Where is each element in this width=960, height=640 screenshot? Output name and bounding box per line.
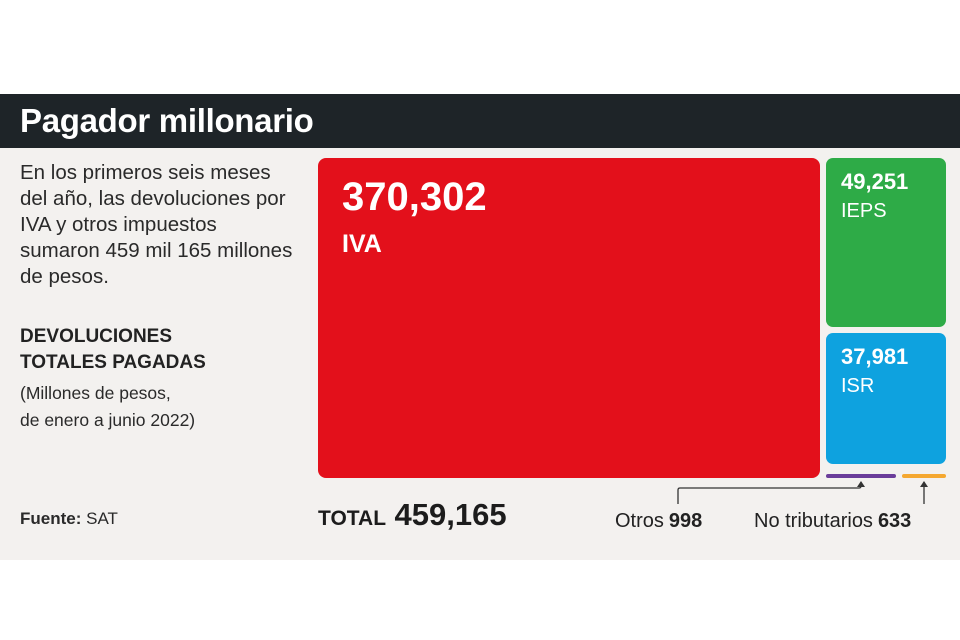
treemap-block-iva: [318, 158, 820, 478]
no-tributarios-name: No tributarios: [754, 510, 873, 532]
total-label: TOTAL: [318, 507, 387, 530]
treemap-block-isr: [826, 333, 946, 464]
units-note-line2: de enero a junio 2022): [20, 410, 196, 430]
total-line: TOTAL 459,165: [318, 497, 507, 533]
otros-footnote: Otros 998: [615, 510, 702, 533]
treemap-label-ieps: IEPS: [841, 200, 887, 222]
header-bar: Pagador millonario: [0, 94, 960, 148]
source-value: SAT: [86, 509, 118, 528]
total-value: 459,165: [394, 497, 507, 532]
no-tributarios-footnote: No tributarios 633: [754, 510, 911, 533]
treemap-value-iva: 370,302: [342, 175, 487, 219]
otros-leader-arrow: [857, 481, 865, 487]
source-line: Fuente: SAT: [20, 509, 118, 529]
treemap-strip-no-tributarios: [902, 474, 946, 478]
chart-subtitle-line1: DEVOLUCIONES: [20, 326, 173, 347]
units-note-line1: (Millones de pesos,: [20, 383, 171, 403]
treemap-label-iva: IVA: [342, 230, 382, 258]
treemap-block-ieps: [826, 158, 946, 327]
page-title: Pagador millonario: [20, 102, 314, 139]
chart-subtitle-line2: TOTALES PAGADAS: [20, 352, 206, 373]
treemap-value-ieps: 49,251: [841, 169, 908, 194]
treemap-value-isr: 37,981: [841, 344, 908, 369]
treemap-chart: 370,302 IVA 49,251 IEPS 37,981 ISR: [318, 158, 946, 504]
source-label: Fuente:: [20, 509, 82, 528]
no-tributarios-value: 633: [877, 510, 912, 532]
no-tributarios-leader-arrow: [920, 481, 928, 487]
otros-name: Otros: [615, 510, 664, 532]
units-note: (Millones de pesos, de enero a junio 202…: [20, 380, 280, 434]
content-panel: En los primeros seis meses del año, las …: [0, 148, 960, 560]
treemap-label-isr: ISR: [841, 375, 874, 397]
otros-leader-line: [677, 482, 862, 504]
chart-subtitle: DEVOLUCIONES TOTALES PAGADAS: [20, 324, 280, 376]
intro-text: En los primeros seis meses del año, las …: [20, 161, 293, 288]
treemap-strip-otros: [826, 474, 896, 478]
otros-value: 998: [668, 510, 703, 532]
